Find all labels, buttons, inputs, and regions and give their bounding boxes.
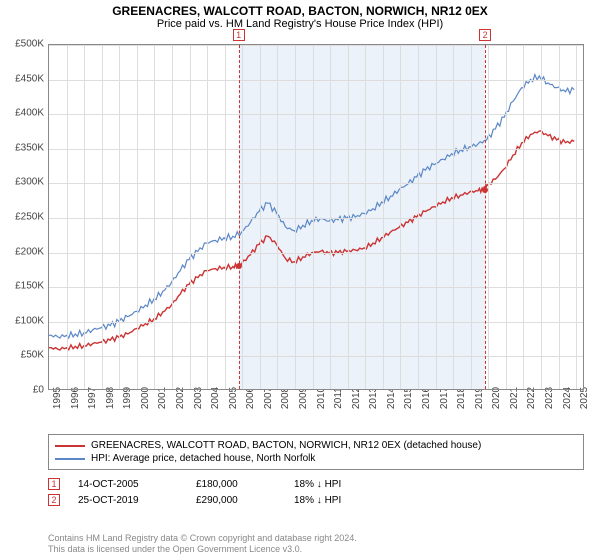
- x-tick-label: 2015: [403, 387, 414, 409]
- x-tick-label: 1995: [52, 387, 63, 409]
- x-tick-label: 2011: [333, 387, 344, 409]
- transaction-diff: 18% ↓ HPI: [294, 479, 374, 490]
- transaction-row: 2 25-OCT-2019 £290,000 18% ↓ HPI: [48, 492, 584, 508]
- line-series-svg: [49, 45, 583, 389]
- x-tick-label: 2018: [456, 387, 467, 409]
- transaction-marker-icon: 2: [48, 494, 60, 506]
- y-tick-label: £0: [2, 385, 44, 396]
- x-tick-label: 1999: [122, 387, 133, 409]
- transaction-marker-icon: 1: [233, 29, 245, 41]
- x-tick-label: 2017: [439, 387, 450, 409]
- y-tick-label: £100K: [2, 315, 44, 326]
- x-tick-label: 2012: [351, 387, 362, 409]
- x-tick-label: 2004: [210, 387, 221, 409]
- x-tick-label: 2008: [280, 387, 291, 409]
- x-tick-label: 1997: [87, 387, 98, 409]
- transaction-date: 25-OCT-2019: [78, 495, 178, 506]
- legend-label: HPI: Average price, detached house, Nort…: [91, 453, 315, 464]
- transaction-price: £290,000: [196, 495, 276, 506]
- x-tick-label: 2024: [562, 387, 573, 409]
- x-tick-label: 2020: [491, 387, 502, 409]
- y-tick-label: £150K: [2, 281, 44, 292]
- x-tick-label: 2016: [421, 387, 432, 409]
- x-tick-label: 2022: [526, 387, 537, 409]
- footer-attribution: Contains HM Land Registry data © Crown c…: [48, 533, 357, 556]
- x-tick-label: 2009: [298, 387, 309, 409]
- x-tick-label: 2013: [368, 387, 379, 409]
- x-tick-label: 2019: [474, 387, 485, 409]
- footer-line: This data is licensed under the Open Gov…: [48, 544, 357, 556]
- x-tick-label: 1998: [105, 387, 116, 409]
- transaction-marker-icon: 1: [48, 478, 60, 490]
- x-tick-label: 2001: [157, 387, 168, 409]
- footer-line: Contains HM Land Registry data © Crown c…: [48, 533, 357, 545]
- legend-swatch: [55, 445, 85, 447]
- x-tick-label: 2007: [263, 387, 274, 409]
- y-tick-label: £300K: [2, 177, 44, 188]
- legend-box: GREENACRES, WALCOTT ROAD, BACTON, NORWIC…: [48, 434, 584, 470]
- chart-title: GREENACRES, WALCOTT ROAD, BACTON, NORWIC…: [0, 0, 600, 18]
- y-tick-label: £450K: [2, 73, 44, 84]
- x-tick-label: 1996: [70, 387, 81, 409]
- x-tick-label: 2000: [140, 387, 151, 409]
- transaction-row: 1 14-OCT-2005 £180,000 18% ↓ HPI: [48, 476, 584, 492]
- x-tick-label: 2023: [544, 387, 555, 409]
- legend-item: HPI: Average price, detached house, Nort…: [55, 452, 577, 465]
- legend-swatch: [55, 458, 85, 460]
- transaction-price: £180,000: [196, 479, 276, 490]
- x-tick-label: 2010: [316, 387, 327, 409]
- x-tick-label: 2003: [193, 387, 204, 409]
- transaction-dot: [236, 263, 242, 269]
- x-tick-label: 2021: [509, 387, 520, 409]
- transaction-date: 14-OCT-2005: [78, 479, 178, 490]
- y-tick-label: £500K: [2, 39, 44, 50]
- y-tick-label: £250K: [2, 212, 44, 223]
- y-tick-label: £350K: [2, 142, 44, 153]
- transaction-table: 1 14-OCT-2005 £180,000 18% ↓ HPI 2 25-OC…: [48, 476, 584, 508]
- legend-item: GREENACRES, WALCOTT ROAD, BACTON, NORWIC…: [55, 439, 577, 452]
- transaction-marker-icon: 2: [479, 29, 491, 41]
- chart-subtitle: Price paid vs. HM Land Registry's House …: [0, 18, 600, 34]
- y-tick-label: £200K: [2, 246, 44, 257]
- x-tick-label: 2006: [245, 387, 256, 409]
- x-tick-label: 2005: [228, 387, 239, 409]
- legend-label: GREENACRES, WALCOTT ROAD, BACTON, NORWIC…: [91, 440, 481, 451]
- x-tick-label: 2025: [579, 387, 590, 409]
- transaction-dot: [482, 187, 488, 193]
- transaction-diff: 18% ↓ HPI: [294, 495, 374, 506]
- y-tick-label: £400K: [2, 108, 44, 119]
- chart-container: GREENACRES, WALCOTT ROAD, BACTON, NORWIC…: [0, 0, 600, 560]
- y-tick-label: £50K: [2, 350, 44, 361]
- x-tick-label: 2002: [175, 387, 186, 409]
- plot-area: 12: [48, 44, 584, 390]
- x-tick-label: 2014: [386, 387, 397, 409]
